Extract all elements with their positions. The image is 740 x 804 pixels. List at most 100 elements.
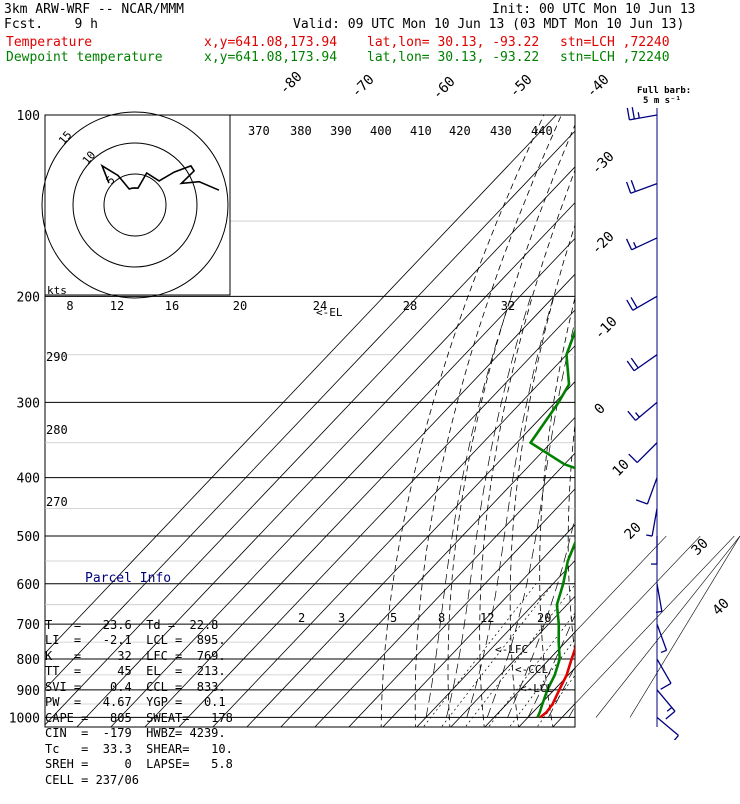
mixing-ratio-label: 8 <box>438 611 445 625</box>
pressure-label-600: 600 <box>17 578 40 593</box>
isotherm-line <box>618 115 740 730</box>
theta-label: 410 <box>410 124 432 138</box>
theta-label: 420 <box>449 124 471 138</box>
pressure-label-700: 700 <box>17 618 40 633</box>
dry-adiabat <box>698 115 740 730</box>
wind-barb <box>637 443 657 463</box>
isotherm-ext <box>562 536 734 717</box>
wind-barb-half <box>636 413 640 418</box>
theta-label: 430 <box>490 124 512 138</box>
mixing-ratio-line <box>421 584 536 730</box>
isotherm-label: -20 <box>589 229 618 258</box>
wind-barb-flag <box>666 711 675 719</box>
pressure-label-400: 400 <box>17 472 40 487</box>
pressure-label-100: 100 <box>17 109 40 124</box>
isotherm-line <box>482 115 740 730</box>
pressure-label-1000: 1000 <box>9 711 40 726</box>
theta-label: 390 <box>330 124 352 138</box>
isotherm-line <box>278 115 740 730</box>
isotherm-line <box>210 115 740 730</box>
moist-adiabat <box>528 296 662 717</box>
dry-adiabat <box>415 115 561 730</box>
parcel-info-row: CELL = 237/06 <box>45 773 235 789</box>
theta-label: 440 <box>531 124 553 138</box>
parcel-info-row: T = 23.6 Td = 22.8 <box>45 618 235 634</box>
marker-ccl: <-CCL <box>515 663 548 676</box>
parcel-info-row: SVI = 0.4 CCL = 833. <box>45 680 235 696</box>
isotherm-line <box>346 115 740 730</box>
wind-barb-flag <box>627 239 632 250</box>
wind-key-line2: 5 m s⁻¹ <box>643 96 681 106</box>
isotherm-label: -40 <box>584 72 613 101</box>
mixing-ratio-label: 5 <box>390 611 397 625</box>
wind-barb-half <box>661 650 667 652</box>
wind-barb-flag <box>661 683 671 689</box>
wind-barb-flag <box>627 108 629 120</box>
theta-side-label: 290 <box>46 350 68 364</box>
wind-barb-flag <box>628 411 636 420</box>
wind-barb <box>632 238 657 250</box>
wind-barb <box>657 690 675 711</box>
wind-barb <box>657 584 662 612</box>
wind-key: Full barb: 5 m s⁻¹ <box>637 86 691 106</box>
wind-barb <box>657 659 671 683</box>
wind-barb-half <box>667 707 672 711</box>
parcel-info-title: Parcel Info <box>45 571 235 587</box>
isotherm-line <box>448 115 740 730</box>
wind-barb-half <box>638 112 639 118</box>
marker-lfc: <-LFC <box>495 643 528 656</box>
isotherm-label: -50 <box>507 72 536 101</box>
wind-barb <box>633 296 657 310</box>
isotherm-label: 40 <box>710 596 733 619</box>
hodograph-axis-label: 32 <box>501 299 515 313</box>
isotherm-line <box>176 115 740 730</box>
isotherm-label: -60 <box>430 74 459 103</box>
hodograph-axis-label: 16 <box>165 299 179 313</box>
mixing-ratio-label: 20 <box>537 611 551 625</box>
isotherm-ext <box>528 536 700 717</box>
pressure-label-500: 500 <box>17 530 40 545</box>
mixing-ratio-label: 12 <box>480 611 494 625</box>
hodograph-axis-label: 28 <box>403 299 417 313</box>
parcel-info-row: TT = 45 EL = 213. <box>45 664 235 680</box>
isotherm-label: -30 <box>589 149 618 178</box>
marker-lcl: <-LCL <box>520 682 553 695</box>
mixing-ratio-line <box>507 584 617 730</box>
isotherm-label: -80 <box>277 69 306 98</box>
wind-barb-half <box>634 242 637 247</box>
wind-barb-flag <box>632 107 634 119</box>
wind-barb <box>647 478 657 504</box>
isotherm-label: 0 <box>592 401 609 418</box>
isotherm-label: -70 <box>349 72 378 101</box>
dry-adiabat <box>480 115 597 730</box>
parcel-info-row: K = 32 LFC = 769. <box>45 649 235 665</box>
wind-barb <box>652 508 657 536</box>
wind-barb <box>657 624 667 650</box>
isotherm-line <box>550 115 740 730</box>
isotherm-label: 30 <box>689 536 712 559</box>
parcel-info-row: SREH = 0 LAPSE= 5.8 <box>45 757 235 773</box>
parcel-info-row: CAPE = 805 SWEAT= 178 <box>45 711 235 727</box>
isotherm-line <box>312 115 740 730</box>
isotherm-label: 10 <box>610 457 633 480</box>
wind-barb <box>636 402 657 420</box>
pressure-label-300: 300 <box>17 396 40 411</box>
dry-adiabat <box>596 115 667 730</box>
isotherm-line <box>244 115 740 730</box>
hodograph-unit: kts <box>47 284 67 297</box>
wind-barb <box>657 717 678 735</box>
moist-adiabat <box>589 296 740 717</box>
dry-adiabat <box>540 115 632 730</box>
marker-el: <-EL <box>316 306 343 319</box>
theta-label: 380 <box>290 124 312 138</box>
wind-barb-flag <box>627 361 634 371</box>
wind-barb-flag <box>631 180 635 191</box>
hodograph-axis-label: 8 <box>66 299 73 313</box>
isotherm-ext <box>630 536 740 717</box>
wind-barb <box>634 355 657 371</box>
hodograph-axis-label: 12 <box>110 299 124 313</box>
mixing-ratio-line <box>439 584 553 730</box>
